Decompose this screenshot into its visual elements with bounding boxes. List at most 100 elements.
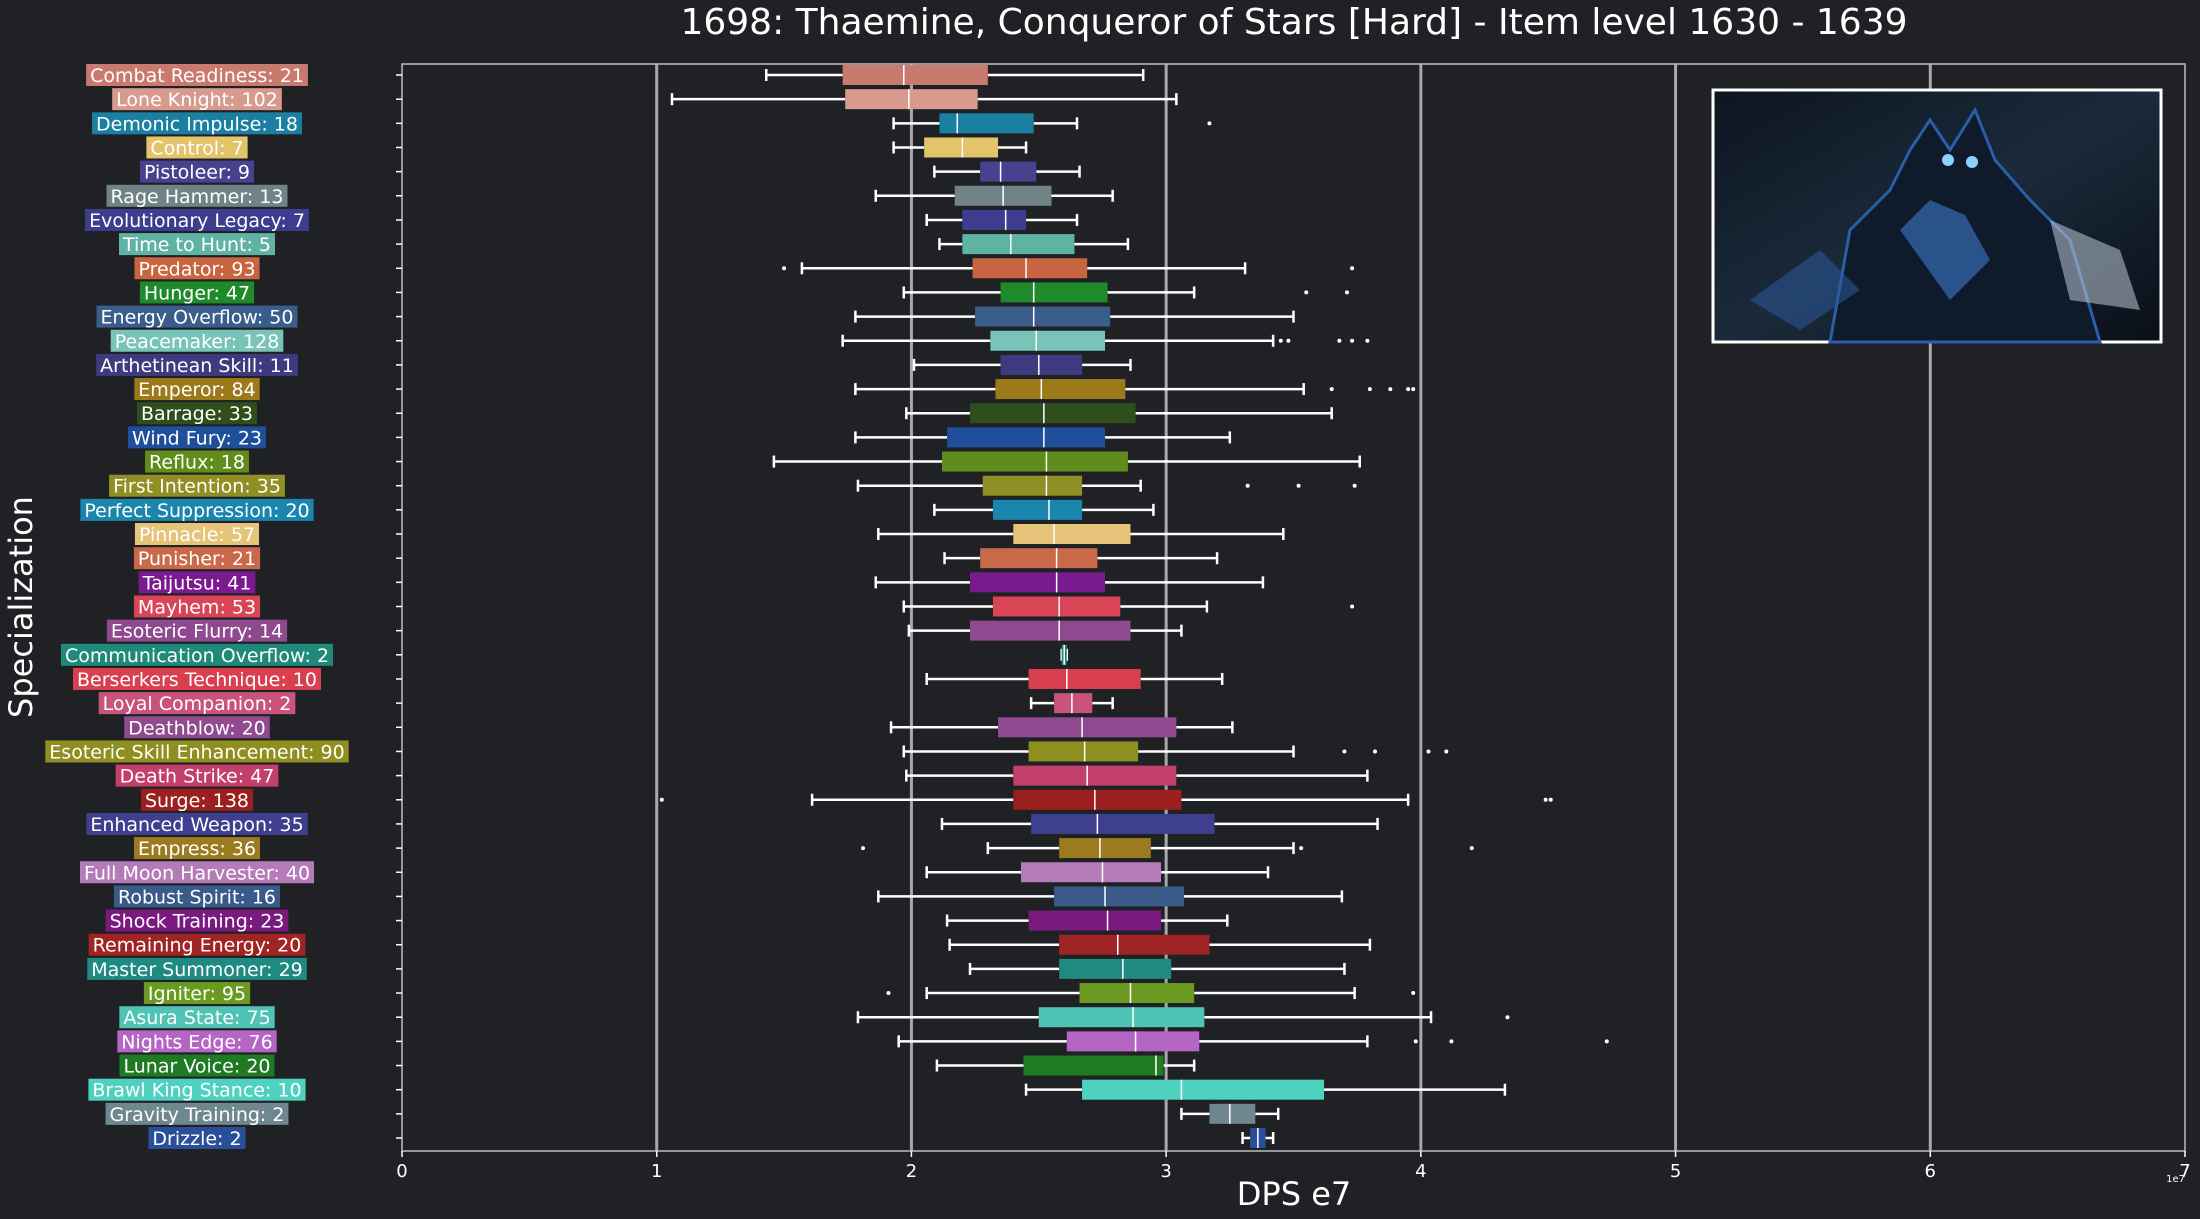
y-label: Esoteric Skill Enhancement: 90 — [45, 740, 349, 763]
y-label-text: Empress: 36 — [138, 838, 256, 860]
y-label-background — [106, 184, 288, 207]
y-label: Lunar Voice: 20 — [119, 1054, 275, 1078]
outlier-point — [1373, 749, 1378, 754]
y-label-background — [112, 88, 282, 111]
y-label-text: Peacemaker: 128 — [115, 331, 280, 353]
y-label-text: Shock Training: 23 — [110, 911, 285, 933]
y-label-text: Drizzle: 2 — [152, 1128, 241, 1150]
x-tick-label: 1 — [651, 1161, 662, 1182]
y-label-text: Pinnacle: 57 — [139, 524, 255, 546]
y-label: Demonic Impulse: 18 — [92, 112, 302, 135]
y-label: Brawl King Stance: 10 — [88, 1078, 306, 1102]
box-item — [396, 161, 1081, 182]
y-label-background — [85, 208, 309, 231]
y-label-background — [119, 1006, 275, 1029]
y-label-background — [105, 909, 289, 932]
outlier-point — [1413, 1039, 1418, 1044]
box-item — [396, 1007, 1510, 1028]
box-item — [396, 209, 1079, 230]
outlier-point — [1350, 266, 1355, 271]
y-label-background — [105, 1102, 289, 1125]
box-item — [396, 958, 1346, 979]
y-label: Punisher: 21 — [133, 547, 261, 570]
y-label-background — [134, 523, 260, 546]
y-label-background — [140, 788, 254, 811]
box-item — [396, 403, 1333, 424]
y-label-text: Lunar Voice: 20 — [123, 1056, 270, 1078]
box-item — [396, 379, 1416, 400]
y-label: Barrage: 33 — [137, 402, 257, 425]
y-label-text: Berserkers Technique: 10 — [77, 669, 317, 691]
outlier-point — [1444, 749, 1449, 754]
y-label-text: Full Moon Harvester: 40 — [84, 862, 310, 884]
y-label: Igniter: 95 — [143, 982, 251, 1005]
y-label-text: Robust Spirit: 16 — [118, 886, 276, 908]
box-item — [396, 499, 1155, 520]
box — [947, 427, 1106, 448]
y-label-background — [96, 353, 298, 376]
y-label-background — [133, 547, 261, 570]
box — [1059, 838, 1151, 859]
box-item — [396, 258, 1355, 279]
box-item — [396, 934, 1372, 955]
box-item — [396, 596, 1355, 617]
box-item — [396, 620, 1183, 641]
y-label-background — [133, 595, 261, 618]
box-item — [396, 765, 1369, 786]
y-label: Combat Readiness: 21 — [86, 64, 308, 87]
box — [939, 113, 1034, 134]
box — [962, 234, 1075, 255]
y-label-background — [96, 305, 298, 328]
box — [980, 161, 1037, 182]
y-label-text: Barrage: 33 — [141, 403, 253, 425]
y-label: Communication Overflow: 2 — [60, 643, 334, 667]
y-label: Lone Knight: 102 — [112, 88, 282, 111]
y-label-text: Combat Readiness: 21 — [90, 65, 304, 87]
y-label-background — [124, 716, 270, 739]
x-axis-exponent: 1e7 — [2166, 1174, 2185, 1185]
outlier-point — [1352, 483, 1357, 488]
y-label: Death Strike: 47 — [115, 764, 279, 788]
y-label: Nights Edge: 76 — [117, 1030, 277, 1053]
box-item — [396, 838, 1474, 859]
outlier-point — [1449, 1039, 1454, 1044]
box — [1209, 1103, 1256, 1124]
y-label-background — [148, 1127, 246, 1149]
y-label-text: Communication Overflow: 2 — [65, 645, 329, 667]
outlier-point — [659, 797, 664, 802]
box-item — [396, 1128, 1275, 1148]
y-label-text: Gravity Training: 2 — [110, 1104, 285, 1126]
y-label-text: Loyal Companion: 2 — [103, 693, 292, 715]
outlier-point — [1278, 338, 1283, 343]
box — [1079, 983, 1195, 1004]
outlier-point — [886, 991, 891, 996]
box-item — [396, 862, 1270, 883]
x-tick-label: 6 — [1925, 1161, 1936, 1182]
box — [962, 209, 1027, 230]
y-label-text: Arthetinean Skill: 11 — [100, 355, 294, 377]
y-label: Hunger: 47 — [139, 281, 255, 304]
outlier-point — [1350, 338, 1355, 343]
y-label-background — [86, 812, 308, 835]
y-label-background — [60, 643, 334, 666]
box — [982, 475, 1083, 496]
outlier-point — [1342, 749, 1347, 754]
box — [970, 403, 1136, 424]
y-label: Evolutionary Legacy: 7 — [85, 208, 309, 232]
y-label-text: Emperor: 84 — [138, 379, 255, 401]
y-label: Taijutsu: 41 — [138, 571, 256, 594]
y-label: Loyal Companion: 2 — [98, 692, 296, 715]
y-label: Berserkers Technique: 10 — [73, 667, 321, 691]
y-label-background — [80, 498, 314, 521]
y-label-text: Wind Fury: 23 — [132, 427, 262, 449]
y-label: Esoteric Flurry: 14 — [106, 619, 288, 643]
y-label: Shock Training: 23 — [105, 909, 289, 933]
box — [1054, 693, 1093, 714]
y-label: First Intention: 35 — [109, 474, 285, 498]
y-label-text: Remaining Energy: 20 — [93, 935, 302, 957]
box — [845, 89, 978, 110]
outlier-point — [1548, 797, 1553, 802]
box — [975, 306, 1111, 327]
y-label: Empress: 36 — [133, 837, 261, 860]
box — [1000, 354, 1083, 375]
